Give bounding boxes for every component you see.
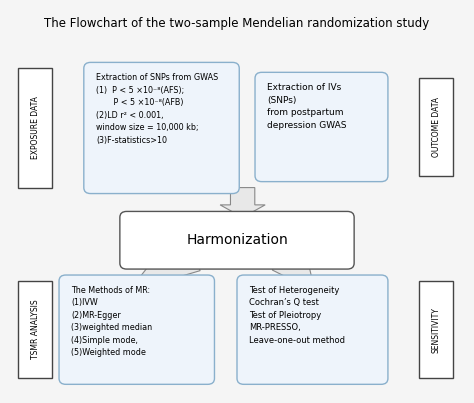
Text: The Flowchart of the two-sample Mendelian randomization study: The Flowchart of the two-sample Mendelia… (45, 17, 429, 30)
Text: OUTCOME DATA: OUTCOME DATA (432, 97, 441, 157)
FancyBboxPatch shape (18, 281, 52, 378)
Text: Test of Heterogeneity
Cochran’s Q test
Test of Pleiotropy
MR-PRESSO,
Leave-one-o: Test of Heterogeneity Cochran’s Q test T… (249, 286, 345, 345)
Polygon shape (137, 256, 200, 290)
FancyBboxPatch shape (255, 72, 388, 182)
FancyBboxPatch shape (237, 275, 388, 384)
FancyBboxPatch shape (59, 275, 214, 384)
Text: TSMR ANALYSIS: TSMR ANALYSIS (31, 300, 40, 359)
FancyBboxPatch shape (84, 62, 239, 193)
FancyBboxPatch shape (419, 78, 453, 176)
FancyBboxPatch shape (18, 69, 52, 187)
Text: Extraction of SNPs from GWAS
(1)  P < 5 ×10⁻⁸(AFS);
       P < 5 ×10⁻⁸(AFB)
(2)L: Extraction of SNPs from GWAS (1) P < 5 ×… (96, 73, 218, 145)
FancyBboxPatch shape (120, 212, 354, 269)
Text: EXPOSURE DATA: EXPOSURE DATA (31, 97, 40, 160)
Text: The Methods of MR:
(1)IVW
(2)MR-Egger
(3)weighted median
(4)Simple mode,
(5)Weig: The Methods of MR: (1)IVW (2)MR-Egger (3… (71, 286, 152, 357)
Polygon shape (220, 187, 265, 217)
Text: Extraction of IVs
(SNPs)
from postpartum
depression GWAS: Extraction of IVs (SNPs) from postpartum… (267, 83, 346, 129)
Text: SENSITIVITY: SENSITIVITY (432, 307, 441, 353)
Polygon shape (272, 256, 312, 289)
Text: Harmonization: Harmonization (186, 233, 288, 247)
FancyBboxPatch shape (419, 281, 453, 378)
